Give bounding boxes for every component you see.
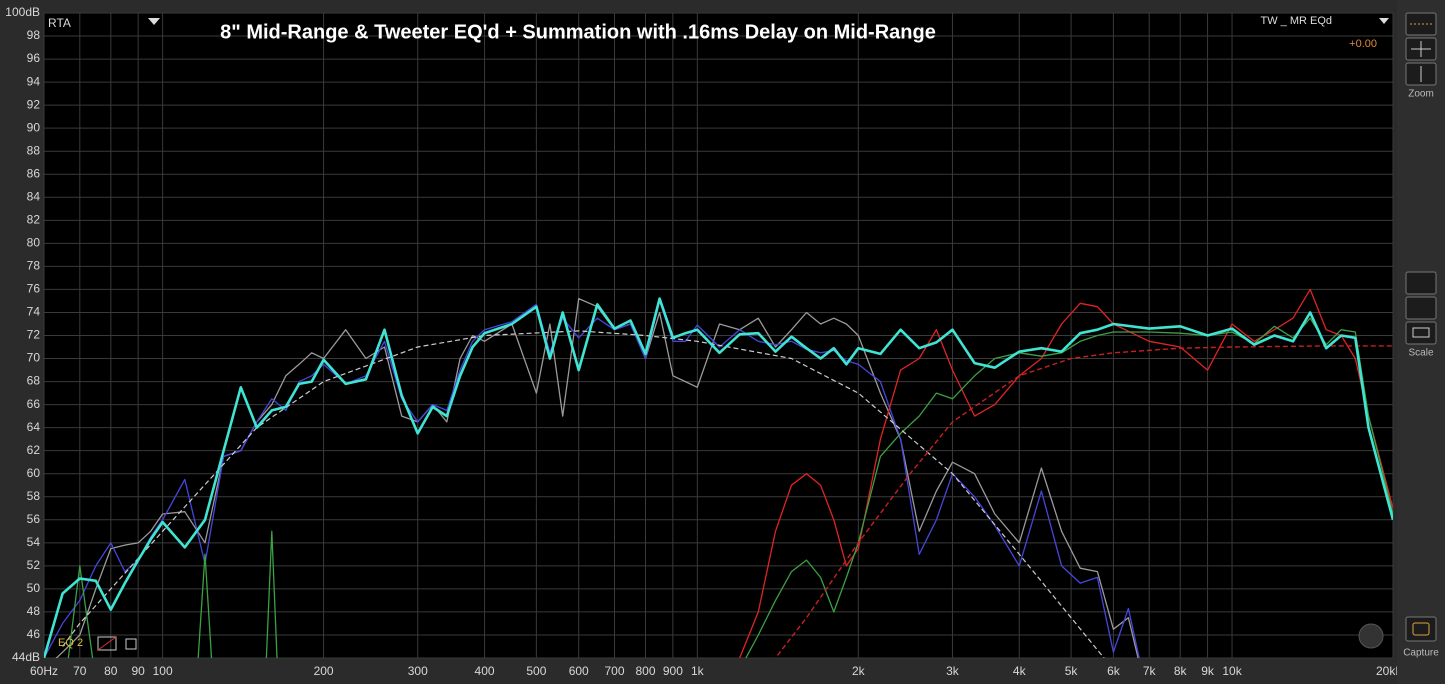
y-tick-label: 88 [27, 143, 41, 157]
y-tick-label: 90 [27, 120, 41, 134]
y-tick-label: 100dB [5, 5, 40, 19]
eq-icon-slash [97, 636, 117, 651]
labels: 44dB 46 48 50 52 54 56 58 60 62 64 66 68 70 72 74 76 78 80… [5, 5, 1410, 678]
y-tick-label: 62 [27, 443, 41, 457]
zoom-label: Zoom [1408, 89, 1434, 100]
y-tick-label: 78 [27, 259, 41, 273]
capture-button[interactable] [1405, 616, 1437, 642]
y-tick-label: 80 [27, 236, 41, 250]
scale-label: Scale [1408, 348, 1433, 359]
mode-label[interactable]: RTA [48, 16, 71, 30]
measurement-dropdown[interactable] [1379, 18, 1389, 24]
capture-icon [1412, 622, 1430, 636]
x-tick-label: 8k [1174, 664, 1188, 678]
y-tick-label: 84 [27, 189, 41, 203]
grid [43, 12, 1394, 659]
x-tick-label: 600 [569, 664, 589, 678]
y-tick-label: 52 [27, 558, 41, 572]
y-tick-label: 54 [27, 535, 41, 549]
y-tick-label: 58 [27, 489, 41, 503]
response-trace [44, 297, 1393, 658]
y-tick-label: 82 [27, 212, 41, 226]
x-tick-label: 5k [1065, 664, 1079, 678]
y-tick-label: 56 [27, 512, 41, 526]
x-tick-label: 300 [408, 664, 428, 678]
response-trace [67, 317, 1393, 658]
capture-label: Capture [1403, 648, 1439, 659]
x-tick-label: 9k [1201, 664, 1215, 678]
scale-reset-button[interactable] [1405, 321, 1437, 345]
y-tick-label: 72 [27, 328, 41, 342]
x-tick-label: 900 [663, 664, 683, 678]
y-tick-label: 86 [27, 166, 41, 180]
y-tick-label: 98 [27, 28, 41, 42]
scale-icon [1412, 327, 1430, 338]
x-tick-label: 400 [475, 664, 495, 678]
x-tick-label: 4k [1013, 664, 1027, 678]
x-tick-label: 3k [946, 664, 960, 678]
logo [1358, 623, 1384, 649]
offset-value: +0.00 [1349, 38, 1377, 50]
y-tick-label: 64 [27, 420, 41, 434]
x-tick-label: 1k [691, 664, 705, 678]
x-tick-label: 10k [1222, 664, 1242, 678]
y-tick-label: 70 [27, 351, 41, 365]
x-tick-label: 80 [104, 664, 118, 678]
x-tick-label: 100 [153, 664, 173, 678]
x-tick-label: 70 [73, 664, 87, 678]
y-tick-label: 60 [27, 466, 41, 480]
y-tick-label: 76 [27, 282, 41, 296]
measurement-name[interactable]: TW _ MR EQd [1260, 15, 1332, 27]
x-tick-label: 90 [131, 664, 145, 678]
chart-title: 8" Mid-Range & Tweeter EQ'd + Summation … [220, 21, 936, 43]
x-tick-label: 7k [1143, 664, 1157, 678]
zoom-x-button[interactable] [1405, 12, 1437, 36]
eq-label[interactable]: EQ 2 [58, 637, 83, 649]
response-trace [44, 300, 1140, 658]
x-tick-label: 500 [526, 664, 546, 678]
x-tick-label: 200 [314, 664, 334, 678]
y-tick-label: 74 [27, 305, 41, 319]
y-tick-label: 46 [27, 627, 41, 641]
y-tick-label: 96 [27, 51, 41, 65]
copy-icon[interactable] [125, 638, 137, 650]
y-tick-label: 66 [27, 397, 41, 411]
response-trace [738, 288, 1393, 658]
y-tick-label: 44dB [12, 650, 40, 664]
target-curve [62, 330, 1105, 658]
y-tick-label: 50 [27, 581, 41, 595]
x-tick-label: 60Hz [30, 664, 58, 678]
y-tick-label: 68 [27, 374, 41, 388]
y-tick-label: 92 [27, 97, 41, 111]
mode-dropdown[interactable] [148, 18, 160, 25]
scale-fit-button[interactable] [1405, 271, 1437, 295]
x-tick-label: 800 [635, 664, 655, 678]
x-tick-label: 700 [604, 664, 624, 678]
y-tick-label: 94 [27, 74, 41, 88]
scale-fit-y-button[interactable] [1405, 296, 1437, 320]
zoom-xy-icon [1411, 41, 1431, 57]
eq-icon[interactable] [97, 636, 117, 651]
x-tick-label: 6k [1107, 664, 1121, 678]
y-tick-label: 48 [27, 604, 41, 618]
traces [44, 288, 1393, 658]
x-tick-label: 2k [852, 664, 866, 678]
